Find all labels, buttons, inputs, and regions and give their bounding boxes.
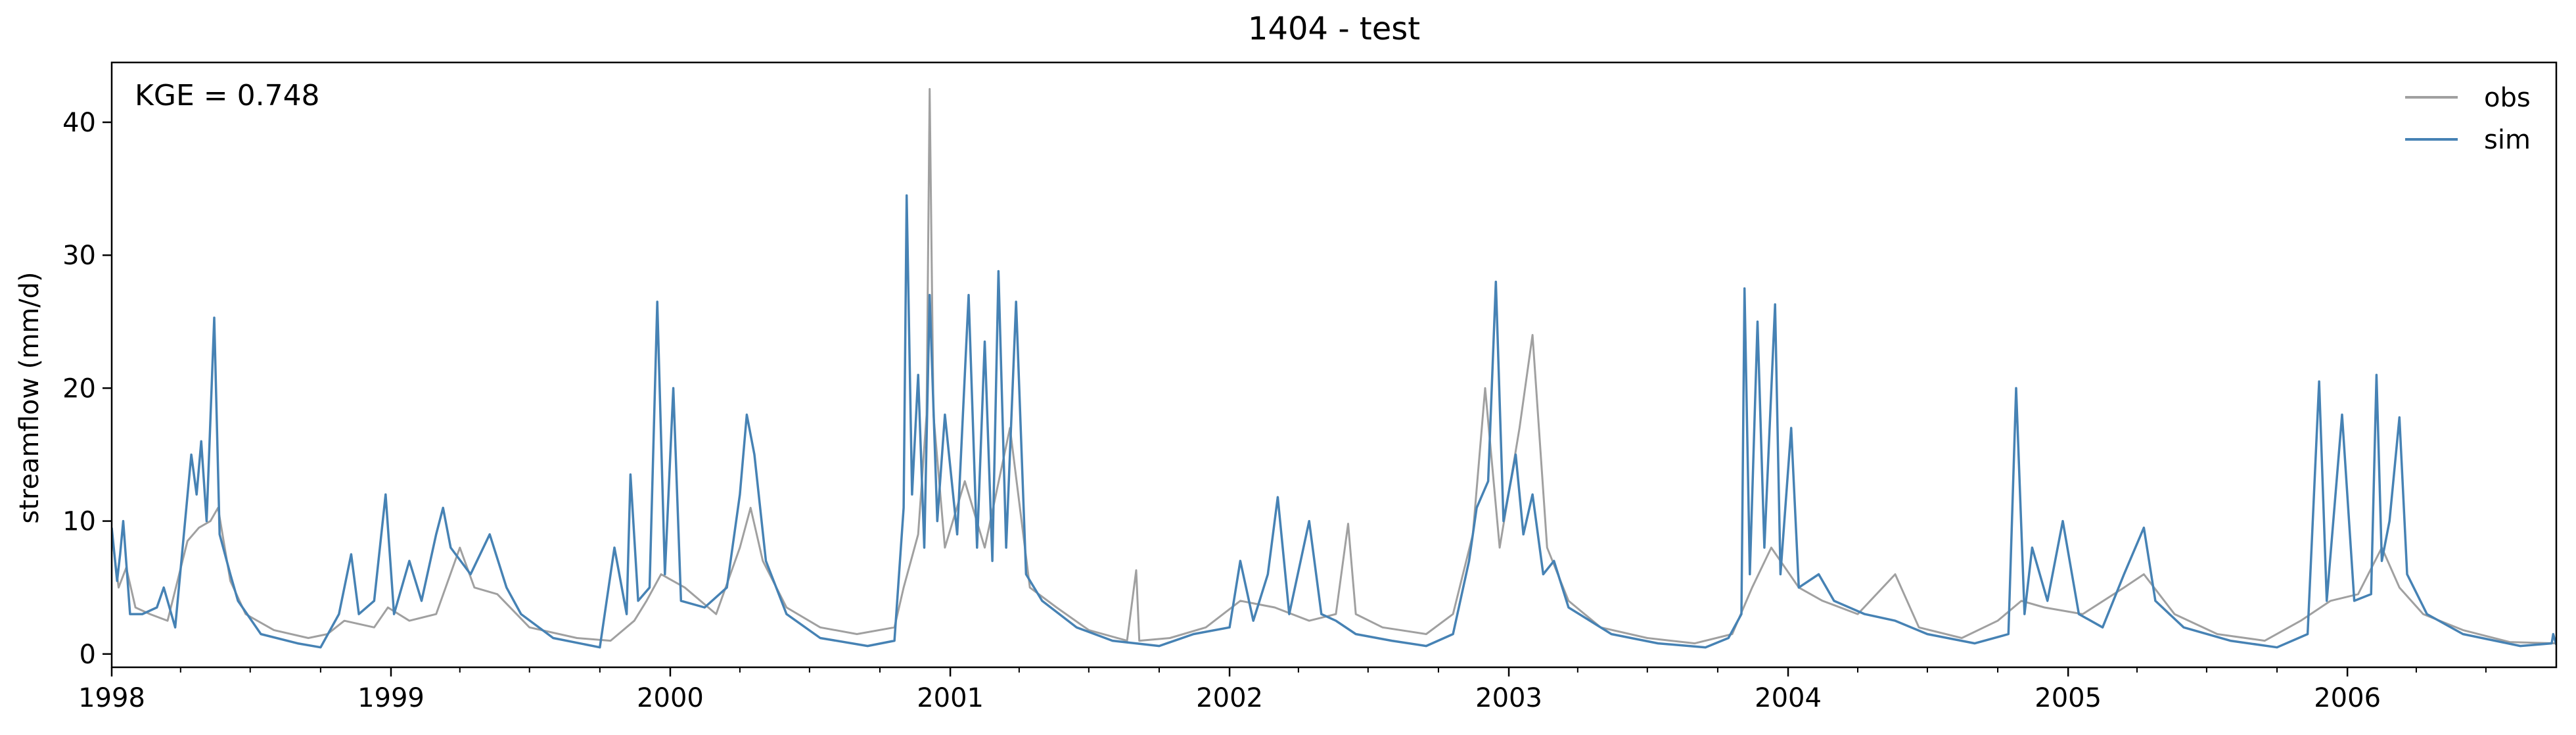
chart-title: 1404 - test — [1248, 11, 1420, 47]
y-axis: 0 10 20 30 40 — [62, 108, 112, 670]
y-tick-label: 10 — [62, 507, 96, 537]
series-obs-line — [112, 87, 2556, 645]
x-tick-label: 2006 — [2314, 683, 2381, 713]
x-tick-label: 2005 — [2035, 683, 2102, 713]
x-tick-label: 2003 — [1475, 683, 1542, 713]
legend-obs-label: obs — [2484, 83, 2531, 113]
y-tick-label: 20 — [62, 373, 96, 404]
x-tick-label: 2001 — [917, 683, 984, 713]
legend: obs sim — [2405, 83, 2531, 155]
plot-frame — [110, 61, 2558, 669]
kge-annotation: KGE = 0.748 — [135, 79, 320, 112]
plot-area — [110, 61, 2558, 669]
x-tick-label: 1999 — [357, 683, 425, 713]
x-tick-label: 2000 — [637, 683, 704, 713]
series-sim-line — [112, 194, 2556, 649]
x-tick-label: 2002 — [1196, 683, 1263, 713]
legend-sim-label: sim — [2484, 125, 2531, 155]
y-tick-label: 0 — [80, 640, 96, 670]
y-tick-label: 40 — [62, 108, 96, 138]
y-tick-label: 30 — [62, 241, 96, 271]
series-layer — [112, 87, 2556, 649]
x-tick-label: 1998 — [78, 683, 145, 713]
x-axis: 1998 1999 2000 2001 2002 2003 2004 2005 2006 — [78, 667, 2487, 713]
y-axis-label: streamflow (mm/d) — [14, 272, 45, 523]
x-tick-label: 2004 — [1755, 683, 1822, 713]
